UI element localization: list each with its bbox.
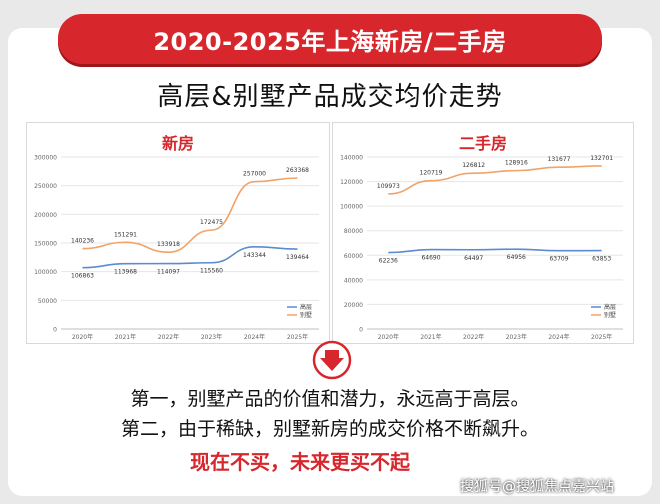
legend-entry: 高层 — [300, 303, 312, 311]
title-banner: 2020-2025年上海新房/二手房 — [58, 14, 602, 64]
chart-title: 二手房 — [458, 134, 507, 153]
data-label: 131677 — [548, 156, 571, 163]
x-tick-label: 2025年 — [287, 333, 308, 341]
data-label: 132701 — [590, 155, 613, 162]
chart-panel-second-hand: 二手房 0 20000 40000 60000 80000 100000 120000 140… — [332, 122, 634, 344]
y-tick-label: 40000 — [344, 277, 363, 284]
y-tick-label: 60000 — [344, 253, 363, 260]
y-tick-label: 120000 — [340, 179, 363, 186]
y-tick-label: 100000 — [34, 269, 57, 276]
data-label: 113968 — [114, 269, 137, 276]
data-label: 106863 — [71, 273, 94, 280]
x-tick-label: 2022年 — [463, 333, 484, 341]
y-tick-label: 80000 — [344, 228, 363, 235]
watermark-text: 搜狐号@搜狐焦点嘉兴站 — [460, 479, 614, 495]
data-label: 63853 — [592, 256, 611, 263]
data-label: 115560 — [200, 268, 223, 275]
x-tick-label: 2023年 — [506, 333, 527, 341]
data-label: 133918 — [157, 241, 180, 248]
legend-entry: 别墅 — [300, 311, 312, 319]
key-point-2: 第二，由于稀缺，别墅新房的成交价格不断飙升。 — [120, 418, 539, 440]
data-label: 143344 — [243, 252, 266, 259]
data-label: 64690 — [421, 255, 440, 262]
series-line-bieshu — [388, 165, 602, 195]
y-tick-label: 0 — [359, 327, 363, 334]
data-label: 64497 — [464, 255, 483, 262]
chart-panel-new-homes: 新房 0 50000 100000 150000 200000 250000 300000 2… — [26, 122, 330, 344]
page-subtitle: 高层&别墅产品成交均价走势 — [157, 82, 503, 112]
x-tick-label: 2020年 — [378, 333, 399, 341]
y-tick-label: 300000 — [34, 155, 57, 162]
legend-entry: 高层 — [604, 303, 616, 311]
data-label: 128916 — [505, 160, 528, 167]
x-tick-label: 2020年 — [72, 333, 93, 341]
data-label: 140236 — [71, 238, 94, 245]
x-tick-label: 2021年 — [420, 333, 441, 341]
y-tick-label: 50000 — [38, 298, 57, 305]
data-label: 126812 — [462, 162, 485, 169]
data-label: 263368 — [286, 167, 309, 174]
line-chart-new-homes: 0 50000 100000 150000 200000 250000 300000 2020… — [34, 155, 319, 341]
chart-title: 新房 — [161, 134, 194, 153]
data-label: 64956 — [507, 254, 526, 261]
key-point-1: 第一，别墅产品的价值和潜力，永远高于高层。 — [130, 388, 530, 410]
x-tick-label: 2022年 — [158, 333, 179, 341]
data-label: 63709 — [549, 256, 568, 263]
x-tick-label: 2025年 — [591, 333, 612, 341]
banner-title: 2020-2025年上海新房/二手房 — [153, 27, 507, 56]
y-tick-label: 100000 — [340, 204, 363, 211]
data-label: 139464 — [286, 254, 309, 261]
x-tick-label: 2023年 — [201, 333, 222, 341]
data-label: 257000 — [243, 171, 266, 178]
x-tick-label: 2024年 — [244, 333, 265, 341]
legend-entry: 别墅 — [604, 311, 616, 319]
x-tick-label: 2021年 — [115, 333, 136, 341]
x-tick-label: 2024年 — [548, 333, 569, 341]
series-line-gaoceng — [82, 246, 298, 269]
y-tick-label: 140000 — [340, 155, 363, 162]
data-label: 151291 — [114, 231, 137, 238]
data-label: 120719 — [420, 170, 443, 177]
y-tick-label: 250000 — [34, 183, 57, 190]
line-chart-second-hand: 0 20000 40000 60000 80000 100000 120000 140000 2… — [340, 155, 623, 341]
down-arrow-icon — [311, 340, 353, 380]
slogan-text: 现在不买，未来更买不起 — [190, 450, 410, 474]
series-line-bieshu — [82, 177, 298, 254]
data-label: 109973 — [377, 183, 400, 190]
y-tick-label: 150000 — [34, 241, 57, 248]
y-tick-label: 200000 — [34, 212, 57, 219]
data-label: 114097 — [157, 269, 180, 276]
y-tick-label: 0 — [53, 327, 57, 334]
data-label: 172475 — [200, 219, 223, 226]
y-tick-label: 20000 — [344, 302, 363, 309]
data-label: 62236 — [379, 258, 398, 265]
series-line-gaoceng — [388, 248, 602, 254]
